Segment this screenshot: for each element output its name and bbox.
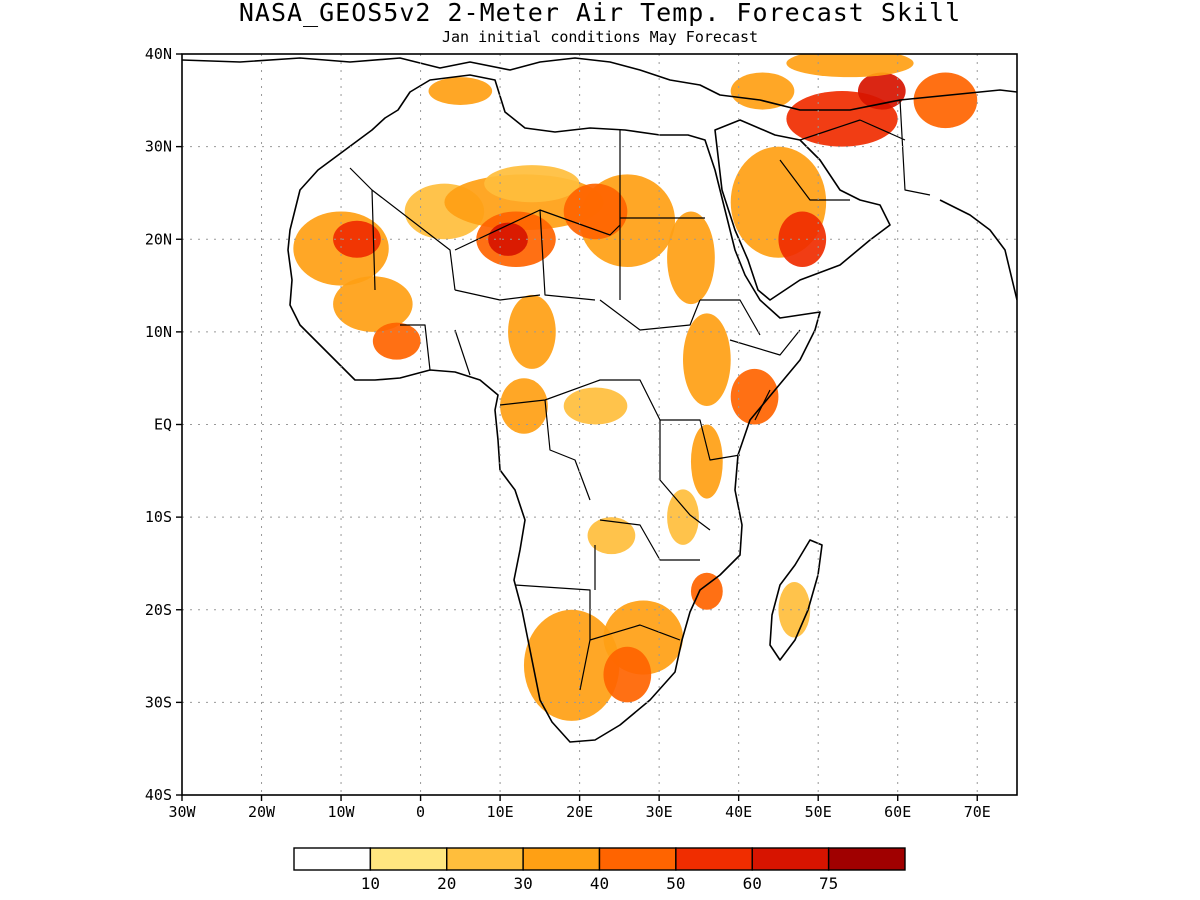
arabia-coastline: [714, 119, 891, 301]
x-tick-label: 70E: [964, 803, 991, 821]
colorbar-swatch: [675, 847, 753, 871]
skill-region-8: [484, 165, 580, 203]
colorbar-swatch: [751, 847, 830, 871]
skill-region-30: [913, 72, 978, 129]
colorbar-swatch: [522, 847, 601, 871]
skill-region-29: [857, 72, 906, 110]
country-borders: [349, 99, 931, 691]
skill-region-31: [730, 72, 795, 110]
skill-region-21: [523, 609, 620, 721]
x-tick-label: 20E: [566, 803, 593, 821]
x-tick-label: 0: [416, 803, 425, 821]
skill-region-19: [587, 517, 636, 555]
colorbar-swatch: [827, 847, 906, 871]
y-tick-label: 30N: [145, 138, 172, 156]
colorbar-label: 30: [513, 874, 532, 893]
skill-region-7: [488, 222, 528, 256]
x-tick-label: 10W: [328, 803, 356, 821]
y-tick-label: 40N: [145, 45, 172, 63]
colorbar-swatch: [446, 847, 524, 871]
skill-region-3: [372, 322, 421, 360]
y-tick-label: 40S: [145, 786, 172, 804]
x-tick-label: 60E: [884, 803, 911, 821]
x-tick-label: 30W: [168, 803, 196, 821]
y-tick-label: 30S: [145, 693, 172, 711]
y-tick-label: 10N: [145, 323, 172, 341]
colorbar-label: 50: [666, 874, 685, 893]
skill-region-15: [563, 387, 628, 425]
colorbar-label: 60: [743, 874, 762, 893]
skill-region-2: [333, 276, 413, 332]
colorbar-label: 40: [590, 874, 609, 893]
skill-region-17: [730, 368, 779, 425]
colorbar-swatch: [293, 847, 372, 871]
skill-region-27: [778, 211, 827, 268]
chart-title: NASA_GEOS5v2 2-Meter Air Temp. Forecast …: [238, 0, 962, 27]
skill-region-10: [563, 183, 628, 240]
x-tick-label: 40E: [725, 803, 752, 821]
skill-region-24: [690, 572, 723, 610]
axis-ticks: 30W 20W 10W 0 10E 20E 30E 40E 50E 60E 70E 40N 30N 20N…: [145, 45, 991, 821]
europe-coastline: [182, 57, 1017, 111]
y-tick-label: 10S: [145, 508, 172, 526]
y-tick-label: 20S: [145, 601, 172, 619]
madagascar-coastline: [769, 539, 823, 661]
y-tick-label: EQ: [154, 416, 172, 434]
skill-region-12: [428, 77, 493, 105]
colorbar-label: 10: [361, 874, 380, 893]
colorbar-swatch: [369, 847, 448, 871]
colorbar: 10 20 30 40 50 60 75: [293, 847, 906, 893]
skill-region-11: [667, 211, 715, 305]
chart-subtitle: Jan initial conditions May Forecast: [441, 28, 759, 46]
skill-region-18: [690, 424, 723, 499]
skill-region-20: [667, 489, 699, 545]
india-coastline: [939, 199, 1017, 301]
skill-region-14: [500, 378, 548, 434]
skill-region-23: [603, 646, 652, 703]
x-tick-label: 20W: [248, 803, 276, 821]
colorbar-swatch: [598, 847, 677, 871]
x-tick-label: 10E: [487, 803, 514, 821]
skill-region-1: [333, 220, 381, 258]
y-tick-label: 20N: [145, 230, 172, 248]
coastlines-borders: [182, 57, 1017, 743]
colorbar-label: 20: [437, 874, 456, 893]
skill-region-13: [508, 294, 556, 369]
x-tick-label: 50E: [805, 803, 832, 821]
skill-shading-layer: [293, 54, 978, 721]
x-tick-label: 30E: [646, 803, 673, 821]
colorbar-label: 75: [819, 874, 838, 893]
gridlines: [182, 54, 1017, 795]
skill-region-16: [683, 313, 731, 406]
africa-coastline: [287, 74, 821, 743]
